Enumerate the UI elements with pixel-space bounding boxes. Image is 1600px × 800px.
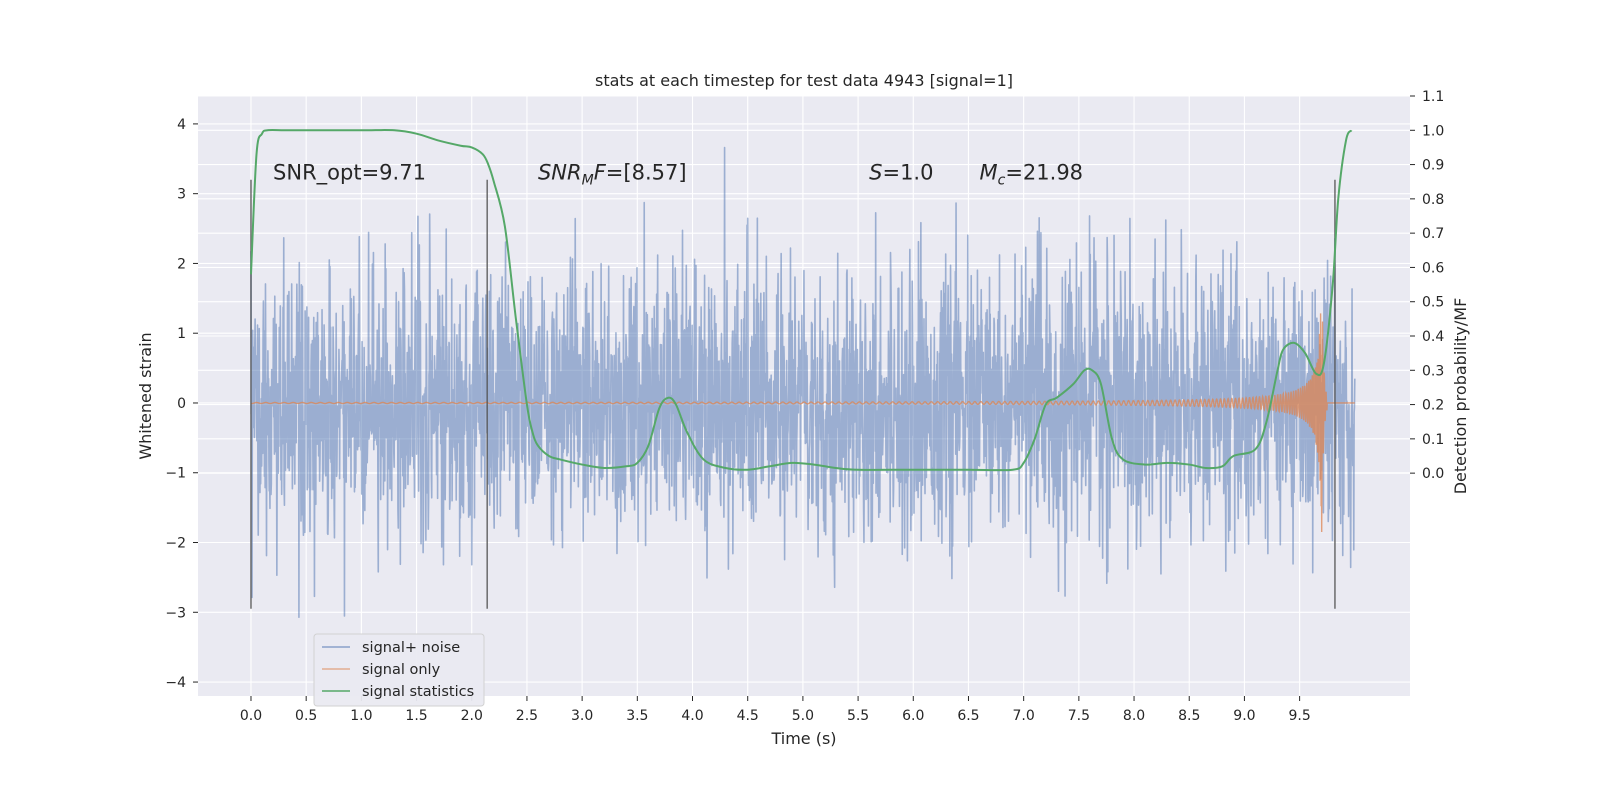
y2-tick-label: 0.0: [1422, 466, 1444, 482]
x-tick-label: 9.0: [1233, 708, 1255, 724]
x-tick-label: 2.5: [516, 708, 538, 724]
series-signal-statistics: [249, 129, 1353, 472]
y-tick-label: 3: [177, 187, 186, 203]
x-tick-label: 5.5: [847, 708, 869, 724]
y2-tick-label: 0.7: [1422, 226, 1444, 242]
y2-tick-label: 0.8: [1422, 192, 1444, 208]
x-tick-label: 5.0: [792, 708, 814, 724]
x-tick-label: 2.0: [461, 708, 483, 724]
legend-box: [313, 633, 485, 707]
y-tick-label: −1: [165, 466, 186, 482]
x-tick-label: 4.0: [681, 708, 703, 724]
y2-tick-label: 0.6: [1422, 260, 1444, 276]
y2-tick-label: 0.9: [1422, 158, 1444, 174]
y2-tick-label: 1.1: [1422, 89, 1444, 105]
x-tick-label: 4.5: [737, 708, 759, 724]
y2-axis-label: Detection probability/MF: [1451, 298, 1470, 495]
y2-tick-label: 0.4: [1422, 329, 1444, 345]
y2-tick-label: 0.5: [1422, 295, 1444, 311]
x-tick-label: 7.0: [1013, 708, 1035, 724]
y-tick-label: 0: [177, 396, 186, 412]
y-tick-label: 1: [177, 326, 186, 342]
chart-title: stats at each timestep for test data 494…: [595, 71, 1013, 90]
x-tick-label: 6.0: [902, 708, 924, 724]
x-tick-label: 6.5: [957, 708, 979, 724]
legend: signal+ noise signal only signal statist…: [313, 633, 485, 707]
annotation-text: S=1.0: [869, 161, 933, 185]
signal-trace: [250, 313, 1355, 533]
legend-label-stat: signal statistics: [362, 684, 474, 700]
x-tick-label: 9.5: [1288, 708, 1310, 724]
y-tick-label: 4: [177, 117, 186, 133]
legend-label-signal: signal only: [362, 662, 441, 678]
statistics-curve: [249, 129, 1353, 472]
y-tick-label: −3: [165, 605, 186, 621]
y2-tick-label: 0.2: [1422, 398, 1444, 414]
legend-label-noise: signal+ noise: [362, 640, 460, 656]
x-tick-label: 7.5: [1068, 708, 1090, 724]
y2-tick-label: 0.3: [1422, 363, 1444, 379]
annotation-text: Mc=21.98: [980, 161, 1084, 189]
annotations: SNR_opt=9.71 SNRMF=[8.57] S=1.0 Mc=21.98: [273, 161, 1083, 189]
x-tick-label: 0.0: [240, 708, 262, 724]
axis-ticks: 0.0 0.5 1.0 1.5 2.0 2.5 3.0 3.5 4.0 4.5 5.0 5.5 6.0 6…: [165, 89, 1444, 724]
y-tick-label: 2: [177, 256, 186, 272]
y-tick-label: −4: [165, 675, 186, 691]
annotation-text: SNR_opt=9.71: [273, 161, 426, 186]
annotation-text: SNRMF=[8.57]: [538, 161, 687, 189]
y-axis-label: Whitened strain: [136, 332, 155, 459]
x-tick-label: 8.0: [1123, 708, 1145, 724]
y-tick-label: −2: [165, 536, 186, 552]
x-axis-label: Time (s): [770, 729, 836, 748]
y2-tick-label: 0.1: [1422, 432, 1444, 448]
x-tick-label: 3.5: [626, 708, 648, 724]
x-tick-label: 1.5: [405, 708, 427, 724]
x-tick-label: 8.5: [1178, 708, 1200, 724]
x-tick-label: 1.0: [350, 708, 372, 724]
x-tick-label: 0.5: [295, 708, 317, 724]
x-tick-label: 3.0: [571, 708, 593, 724]
series-signal-only: [250, 313, 1355, 533]
y2-tick-label: 1.0: [1422, 123, 1444, 139]
